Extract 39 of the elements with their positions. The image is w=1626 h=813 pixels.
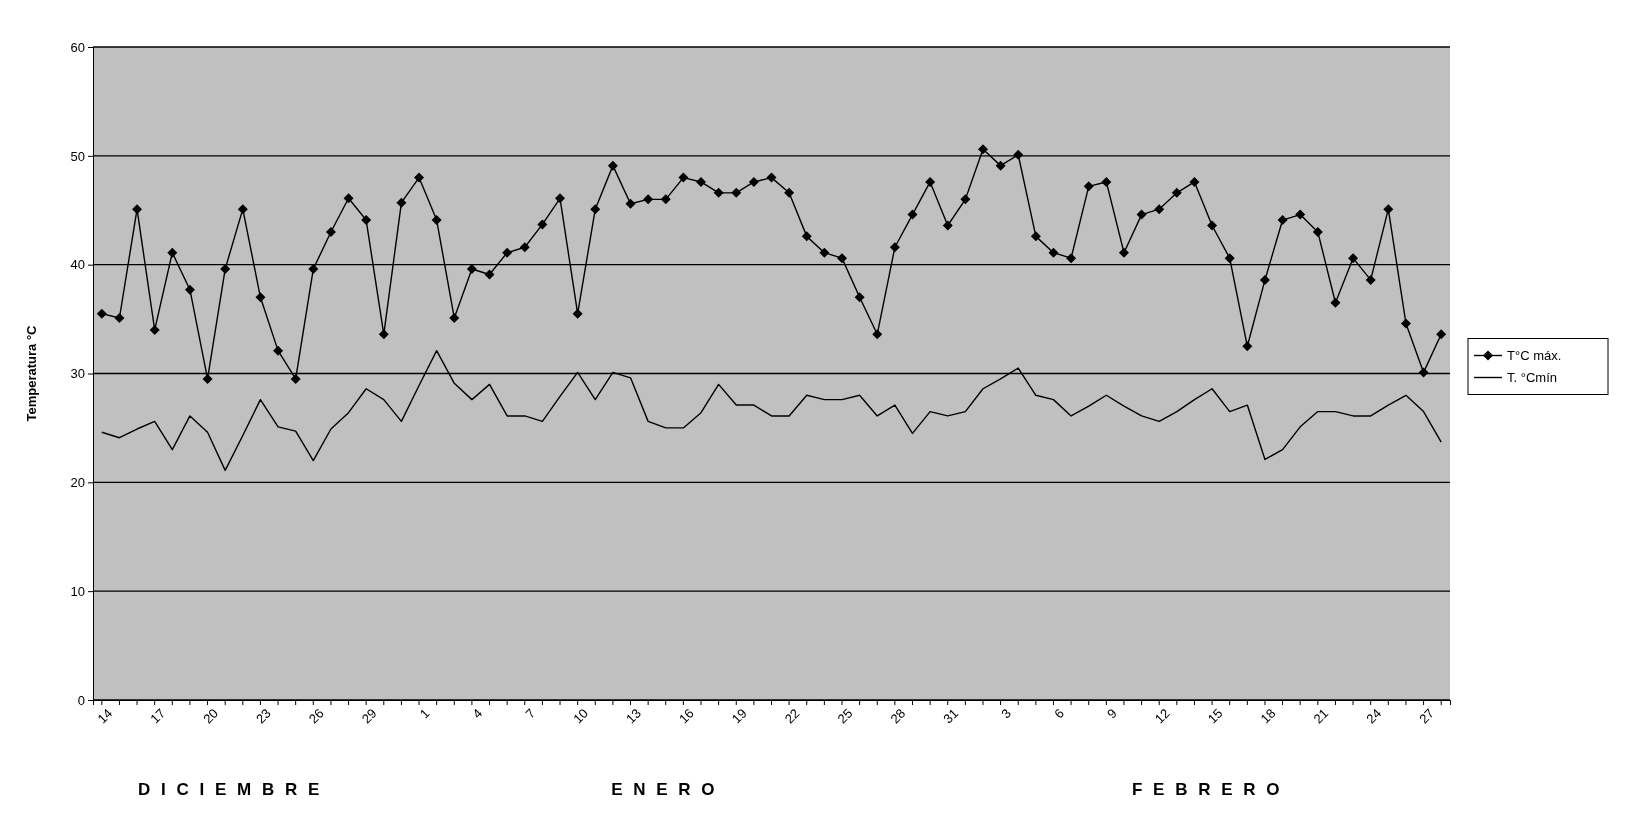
- text: F E B R E R O: [1132, 780, 1280, 799]
- x-tick-label: 29: [358, 705, 380, 727]
- x-tick-label: 24: [1363, 705, 1385, 727]
- text: D I C I E M B R E: [138, 780, 320, 799]
- x-tick-label: 20: [200, 705, 221, 727]
- y-tick-label: 40: [70, 257, 85, 273]
- x-tick-label: 17: [147, 705, 169, 727]
- x-tick-label: 26: [305, 705, 327, 727]
- x-tick-label: 19: [728, 705, 750, 727]
- x-tick-label: 16: [675, 705, 697, 727]
- x-tick-label: 7: [522, 705, 539, 722]
- x-tick-label: 10: [570, 705, 592, 727]
- x-tick-label: 25: [834, 705, 856, 727]
- legend-label: T°C máx.: [1507, 348, 1562, 364]
- y-tick-label: 20: [70, 474, 85, 490]
- x-tick-label: 28: [887, 705, 909, 727]
- text: E N E R O: [611, 780, 715, 799]
- y-tick-label: 0: [77, 692, 85, 708]
- y-axis-title: Temperatura °C: [24, 324, 39, 422]
- x-tick-label: 21: [1310, 705, 1332, 727]
- y-tick-label: 60: [70, 39, 85, 55]
- x-tick-label: 18: [1257, 705, 1279, 727]
- x-tick-label: 13: [623, 705, 644, 727]
- x-tick-label: 1: [416, 705, 433, 722]
- y-tick-label: 10: [70, 583, 85, 599]
- x-tick-label: 23: [253, 705, 274, 727]
- x-tick-label: 12: [1151, 705, 1173, 727]
- x-tick-label: 14: [94, 705, 116, 727]
- x-tick-label: 6: [1051, 705, 1067, 722]
- x-tick-label: 3: [998, 705, 1015, 722]
- x-tick-label: 27: [1416, 705, 1437, 727]
- x-tick-label: 31: [940, 705, 962, 727]
- x-tick-label: 22: [781, 705, 803, 727]
- y-tick-label: 50: [70, 148, 85, 164]
- x-tick-label: 15: [1204, 705, 1226, 727]
- x-tick-label: 4: [469, 705, 486, 722]
- x-tick-label: 9: [1104, 705, 1120, 722]
- y-tick-label: 30: [70, 366, 85, 382]
- legend-label: T. °Cmín: [1507, 370, 1557, 386]
